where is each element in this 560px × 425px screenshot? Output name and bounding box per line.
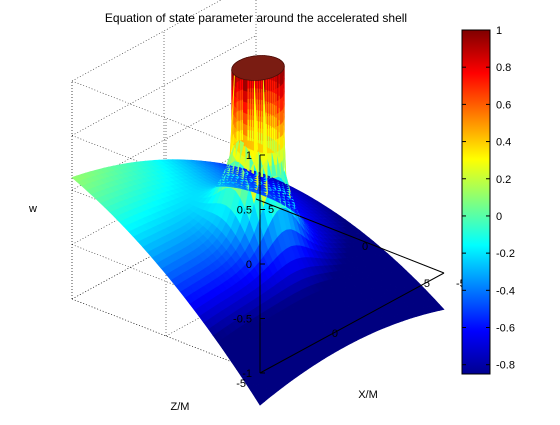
z-tick-label: 0 bbox=[246, 259, 252, 271]
colorbar-gradient bbox=[462, 30, 490, 374]
colorbar-tick-label: 0.6 bbox=[496, 99, 511, 111]
colorbar-tick-label: -0.4 bbox=[496, 285, 515, 297]
colorbar-tick-label: -0.8 bbox=[496, 360, 515, 372]
surface-plot bbox=[72, 56, 444, 406]
x-tick-label: 0 bbox=[362, 241, 368, 253]
colorbar-tick-label: -0.6 bbox=[496, 323, 515, 335]
y-axis-label: Z/M bbox=[171, 401, 190, 413]
y-tick-label: 0 bbox=[332, 328, 338, 340]
colorbar-tick-label: 0 bbox=[496, 211, 502, 223]
y-tick-label: -5 bbox=[236, 378, 246, 390]
colorbar-tick-label: 0.8 bbox=[496, 62, 511, 74]
x-axis-label: X/M bbox=[358, 389, 378, 401]
z-axis-label: w bbox=[28, 203, 37, 215]
x-tick-label: 5 bbox=[268, 204, 274, 216]
y-tick-label: 5 bbox=[424, 278, 430, 290]
z-tick-label: 1 bbox=[246, 150, 252, 162]
colorbar-tick-label: 1 bbox=[496, 25, 502, 37]
colorbar-tick-label: -0.2 bbox=[496, 248, 515, 260]
chart-title: Equation of state parameter around the a… bbox=[105, 11, 407, 25]
colorbar-tick-label: 0.4 bbox=[496, 137, 511, 149]
z-tick-label: -0.5 bbox=[233, 314, 252, 326]
colorbar-tick-label: 0.2 bbox=[496, 174, 511, 186]
z-tick-label: 0.5 bbox=[237, 205, 252, 217]
colorbar: 1 0.8 0.6 0.4 0.2 0 -0.2 -0.4 -0.6 -0.8 bbox=[462, 25, 515, 374]
